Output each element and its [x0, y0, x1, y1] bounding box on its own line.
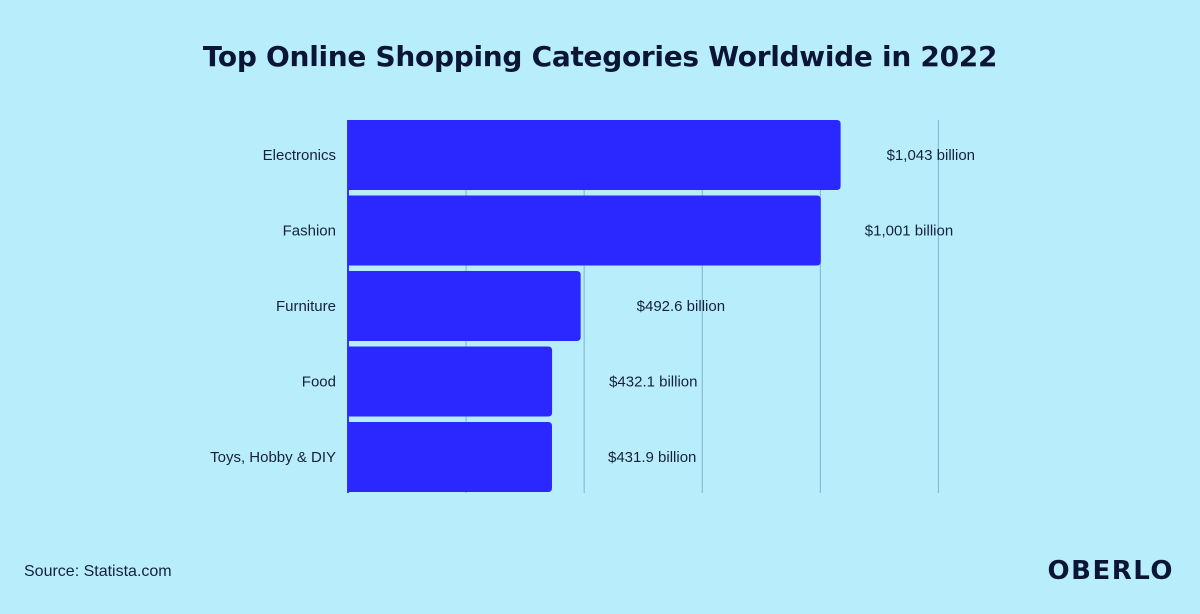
category-label-1: Fashion — [283, 223, 336, 240]
value-label-4: $431.9 billion — [608, 449, 696, 466]
bar-4 — [348, 422, 552, 492]
value-labels: $1,043 billion $1,001 billion $492.6 billi… — [608, 147, 975, 466]
oberlo-logo: OBERLO — [1047, 556, 1174, 586]
category-labels: Electronics Fashion Furniture Food Toys, Hob… — [210, 147, 336, 466]
value-label-0: $1,043 billion — [887, 147, 975, 164]
category-label-3: Food — [302, 374, 336, 391]
category-label-0: Electronics — [263, 147, 336, 164]
bar-0 — [348, 120, 841, 190]
category-label-2: Furniture — [276, 298, 336, 315]
chart-title: Top Online Shopping Categories Worldwide… — [202, 40, 998, 73]
value-label-2: $492.6 billion — [637, 298, 725, 315]
bars — [348, 120, 841, 492]
source-note: Source: Statista.com — [24, 563, 172, 580]
category-label-4: Toys, Hobby & DIY — [210, 449, 336, 466]
value-label-3: $432.1 billion — [609, 374, 697, 391]
bar-1 — [348, 195, 821, 266]
value-label-1: $1,001 billion — [865, 223, 953, 240]
bar-3 — [348, 346, 553, 417]
bar-2 — [348, 271, 581, 341]
